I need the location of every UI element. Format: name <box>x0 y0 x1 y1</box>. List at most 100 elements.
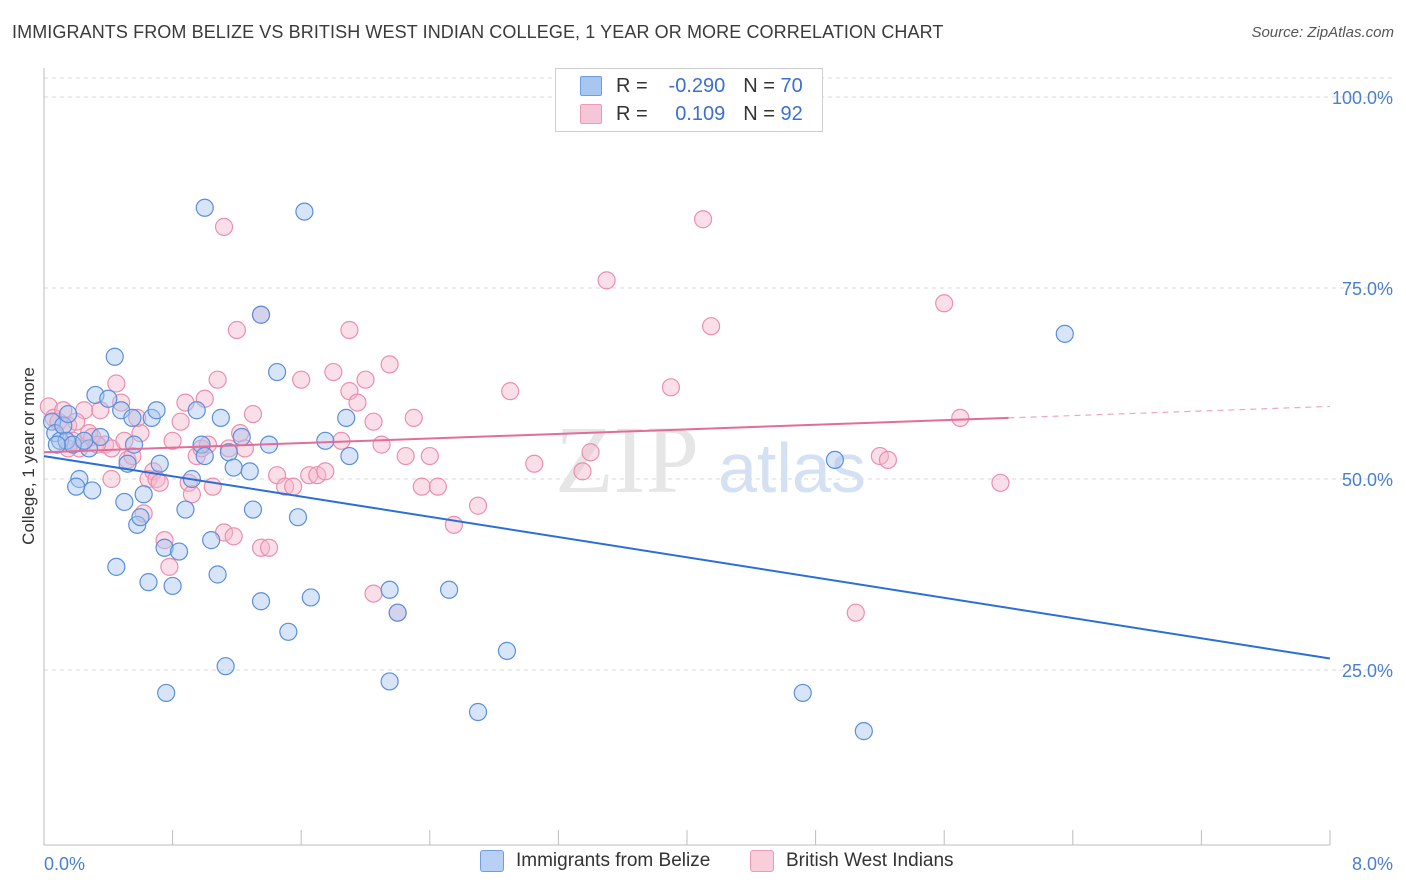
bwi-point <box>214 217 234 236</box>
belize-point <box>211 408 230 427</box>
bwi-point <box>846 603 865 622</box>
gridlines <box>44 77 1392 671</box>
series-legend: Immigrants from Belize British West Indi… <box>0 850 1406 878</box>
bwi-point <box>155 531 174 550</box>
belize-point <box>316 431 335 450</box>
watermark-zip: ZIP <box>555 406 699 513</box>
y-tick-label: 25.0% <box>1342 661 1393 681</box>
bwi-point <box>171 412 190 431</box>
legend-r-value-belize: -0.290 <box>668 74 726 97</box>
belize-trend-line <box>43 455 1331 660</box>
source-label: Source: ZipAtlas.com <box>1251 24 1394 41</box>
belize-point <box>295 202 314 221</box>
legend-row-bwi: R = 0.109 N = 92 <box>580 101 803 127</box>
bwi-point <box>661 378 681 397</box>
watermark: ZIP atlas <box>555 406 866 513</box>
bwi-point <box>163 431 182 450</box>
belize-point <box>251 592 271 611</box>
bwi-point <box>412 477 431 496</box>
belize-point <box>105 347 124 366</box>
belize-point <box>340 446 359 466</box>
bwi-point <box>380 355 399 374</box>
bwi-point <box>131 424 150 443</box>
bwi-point <box>316 462 335 481</box>
bwi-point <box>160 557 179 576</box>
bwi-point <box>39 397 58 416</box>
belize-point <box>75 431 94 450</box>
series-label-belize: Immigrants from Belize <box>516 850 711 871</box>
series-legend-bwi[interactable]: British West Indians <box>750 850 954 872</box>
belize-point <box>83 481 102 500</box>
bwi-point <box>224 527 243 546</box>
bwi-point <box>364 412 383 431</box>
bwi-point <box>150 473 169 492</box>
bwi-point <box>227 320 246 340</box>
belize-point <box>439 580 459 599</box>
bwi-point <box>420 446 439 466</box>
trend-lines <box>43 405 1331 660</box>
belize-point <box>139 573 158 592</box>
bwi-point <box>878 450 898 469</box>
belize-point <box>54 416 73 435</box>
belize-point <box>47 435 66 454</box>
belize-point <box>208 565 227 584</box>
belize-point <box>107 557 126 576</box>
legend-r-value-bwi: 0.109 <box>675 102 726 125</box>
bwi-points <box>39 210 1010 622</box>
x-tick-label: 0.0% <box>44 854 85 874</box>
belize-point <box>232 427 251 447</box>
series-legend-belize[interactable]: Immigrants from Belize <box>480 850 710 872</box>
bwi-point <box>259 538 279 557</box>
belize-point <box>169 542 189 561</box>
belize-point <box>147 401 166 420</box>
belize-point <box>243 500 263 519</box>
belize-point <box>42 412 62 431</box>
chart-title: IMMIGRANTS FROM BELIZE VS BRITISH WEST I… <box>12 22 944 42</box>
belize-point <box>99 389 118 408</box>
belize-point <box>59 404 78 424</box>
legend-r-label: R = <box>616 102 648 125</box>
bwi-point <box>597 271 616 290</box>
bwi-point <box>935 294 954 313</box>
bwi-point <box>182 485 201 504</box>
belize-point <box>124 435 144 454</box>
belize-point <box>131 508 150 527</box>
belize-point <box>251 305 271 324</box>
legend-n-value-belize: 70 <box>780 74 803 97</box>
belize-point <box>192 435 211 454</box>
bwi-point <box>107 374 126 393</box>
bwi-point <box>428 477 447 496</box>
series-swatch-bwi <box>750 850 774 872</box>
bwi-point <box>324 362 343 382</box>
bwi-point <box>102 469 121 489</box>
watermark-atlas: atlas <box>718 429 866 507</box>
belize-point <box>388 603 407 622</box>
bwi-point <box>203 477 222 496</box>
belize-point <box>267 362 287 382</box>
belize-point <box>176 500 195 519</box>
bwi-point <box>702 317 721 336</box>
bwi-trend-line <box>43 416 1009 454</box>
x-tick-label: 8.0% <box>1352 854 1393 874</box>
belize-point <box>202 531 221 550</box>
tick-labels: 25.0% 50.0% 75.0% 100.0% 0.0% 8.0% <box>44 88 1393 874</box>
legend-n-label: N = <box>743 74 775 97</box>
belize-point <box>187 401 206 420</box>
bwi-point <box>243 404 263 424</box>
belize-point <box>793 683 812 703</box>
belize-point <box>216 657 235 676</box>
bwi-point <box>292 370 311 389</box>
belize-point <box>380 672 399 691</box>
belize-point <box>825 450 844 469</box>
correlation-legend: R = -0.290 N = 70 R = 0.109 N = 92 <box>555 68 823 132</box>
belize-point <box>1055 324 1074 343</box>
legend-row-belize: R = -0.290 N = 70 <box>580 73 803 99</box>
belize-point <box>497 641 517 661</box>
bwi-point <box>525 454 544 473</box>
legend-n-value-bwi: 92 <box>780 102 803 125</box>
legend-swatch-bwi <box>580 104 602 124</box>
belize-point <box>279 622 298 641</box>
bwi-point <box>501 382 520 401</box>
belize-point <box>134 485 153 504</box>
